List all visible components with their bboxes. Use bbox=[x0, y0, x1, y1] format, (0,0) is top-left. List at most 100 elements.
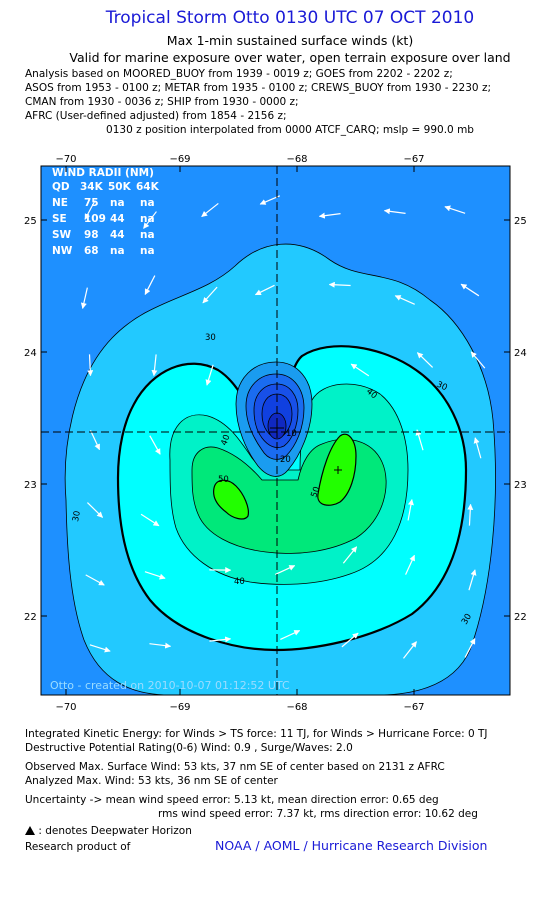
wind-vector bbox=[318, 212, 341, 219]
contour-label: 30 bbox=[205, 333, 216, 343]
wind-field-map: 30 30 30 30 40 40 40 50 50 10 20 WIND RA… bbox=[24, 154, 527, 713]
wind-radii-cell: SW bbox=[52, 229, 72, 241]
contour-label: 40 bbox=[234, 577, 245, 587]
contour-label: 50 bbox=[309, 485, 322, 499]
wind-vector bbox=[151, 354, 158, 377]
wind-vector bbox=[84, 200, 96, 220]
wind-vector bbox=[87, 502, 104, 518]
lon-tick-label: −70 bbox=[55, 154, 76, 165]
analyzed-max-wind: Analyzed Max. Wind: 53 kts, 36 nm SE of … bbox=[25, 775, 278, 787]
subtitle-exposure: Valid for marine exposure over water, op… bbox=[69, 50, 511, 65]
wind-vector bbox=[464, 638, 476, 658]
lon-tick-label: −67 bbox=[403, 154, 424, 165]
creation-watermark: Otto - created on 2010-10-07 01:12:52 UT… bbox=[50, 679, 290, 692]
wind-radii-cell: 109 bbox=[84, 213, 106, 225]
lon-tick-label: −69 bbox=[169, 154, 190, 165]
wind-vector bbox=[460, 283, 480, 297]
contour-label: 30 bbox=[435, 380, 449, 394]
axis-ticks bbox=[41, 166, 510, 695]
wind-radii-cell: SE bbox=[52, 213, 67, 225]
wind-radii-cell: na bbox=[140, 213, 155, 225]
wind-radii-title: WIND RADII (NM) bbox=[52, 167, 154, 179]
wind-vector bbox=[280, 629, 301, 641]
wind-radii-cell: na bbox=[110, 245, 125, 257]
wind-vector bbox=[149, 642, 172, 649]
wind-vector bbox=[350, 363, 370, 377]
contour-label: 50 bbox=[218, 475, 229, 485]
position-interpolation-note: 0130 z position interpolated from 0000 A… bbox=[106, 124, 474, 136]
wind-vector bbox=[144, 571, 166, 580]
wind-vector bbox=[140, 513, 160, 527]
wind-radii-cell: NW bbox=[52, 245, 73, 257]
wind-vector bbox=[328, 281, 351, 288]
wind-radii-cell: 44 bbox=[110, 229, 125, 241]
contour-label: 40 bbox=[219, 433, 232, 447]
analysis-line: CMAN from 1930 - 0036 z; SHIP from 1930 … bbox=[25, 96, 299, 108]
analysis-line: Analysis based on MOORED_BUOY from 1939 … bbox=[25, 68, 453, 80]
deepwater-legend-text: : denotes Deepwater Horizon bbox=[38, 825, 192, 837]
wind-radii-cell: 98 bbox=[84, 229, 99, 241]
wind-vector bbox=[415, 429, 424, 451]
observed-max-wind: Observed Max. Surface Wind: 53 kts, 37 n… bbox=[25, 761, 445, 773]
dpr-line: Destructive Potential Rating(0-6) Wind: … bbox=[25, 742, 353, 754]
wind-radii-cell: NE bbox=[52, 197, 68, 209]
wind-vector bbox=[254, 284, 275, 296]
lat-tick-label: 22 bbox=[24, 612, 37, 623]
wind-vector bbox=[201, 202, 219, 218]
subtitle-wind-type: Max 1-min sustained surface winds (kt) bbox=[166, 33, 414, 48]
lat-tick-label: 22 bbox=[514, 612, 527, 623]
wind-vector bbox=[89, 430, 101, 451]
contour-label: 30 bbox=[460, 612, 474, 626]
wind-vector bbox=[444, 205, 466, 214]
wind-radii-cell: 68 bbox=[84, 245, 99, 257]
lat-tick-label: 23 bbox=[514, 480, 527, 491]
lon-tick-label: −69 bbox=[169, 702, 190, 713]
wind-vector bbox=[143, 211, 157, 229]
wind-vector bbox=[80, 287, 88, 309]
wind-radii-col-34k: 34K bbox=[80, 181, 104, 193]
wind-vectors bbox=[80, 195, 486, 659]
wind-radii-cell: na bbox=[110, 197, 125, 209]
wind-radii-col-qd: QD bbox=[52, 181, 70, 193]
wind-radii-cell: na bbox=[140, 245, 155, 257]
analysis-line: AFRC (User-defined adjusted) from 1854 -… bbox=[25, 110, 287, 122]
triangle-icon bbox=[25, 826, 35, 835]
wind-vector bbox=[407, 498, 414, 521]
wind-vector bbox=[85, 574, 105, 586]
contour-label: 10 bbox=[286, 429, 297, 439]
wind-vector bbox=[416, 352, 434, 368]
wind-radii-cell: na bbox=[140, 229, 155, 241]
center-marker bbox=[270, 421, 284, 435]
lat-tick-label: 23 bbox=[24, 480, 37, 491]
lon-tick-label: −68 bbox=[286, 702, 307, 713]
lon-tick-label: −67 bbox=[403, 702, 424, 713]
wind-contour-field bbox=[41, 166, 510, 695]
wind-vector bbox=[405, 554, 415, 575]
wind-radii-cell: na bbox=[140, 197, 155, 209]
analysis-line: ASOS from 1953 - 0100 z; METAR from 1935… bbox=[25, 82, 491, 94]
max-wind-marker bbox=[334, 466, 342, 474]
lat-tick-label: 25 bbox=[24, 216, 37, 227]
lon-tick-label: −68 bbox=[286, 154, 307, 165]
wind-vector bbox=[383, 208, 406, 215]
wind-vector bbox=[403, 641, 417, 659]
map-frame bbox=[40, 165, 511, 696]
wind-vector bbox=[275, 565, 296, 575]
wind-vector bbox=[473, 437, 482, 459]
wind-vector bbox=[202, 286, 218, 304]
wind-vector bbox=[144, 275, 156, 295]
wind-vector bbox=[205, 364, 214, 386]
wind-vector bbox=[89, 644, 111, 653]
wind-vector bbox=[87, 354, 94, 377]
lat-tick-label: 25 bbox=[514, 216, 527, 227]
research-product-label: Research product of bbox=[25, 841, 131, 853]
uncertainty-mean: Uncertainty -> mean wind speed error: 5.… bbox=[25, 794, 439, 806]
wind-radii-col-64k: 64K bbox=[136, 181, 160, 193]
lat-tick-label: 24 bbox=[24, 348, 37, 359]
ike-line: Integrated Kinetic Energy: for Winds > T… bbox=[25, 728, 488, 740]
wind-vector bbox=[342, 546, 358, 564]
wind-vector bbox=[209, 636, 232, 643]
wind-vector bbox=[149, 435, 161, 455]
lon-tick-label: −70 bbox=[55, 702, 76, 713]
wind-radii-cell: 44 bbox=[110, 213, 125, 225]
